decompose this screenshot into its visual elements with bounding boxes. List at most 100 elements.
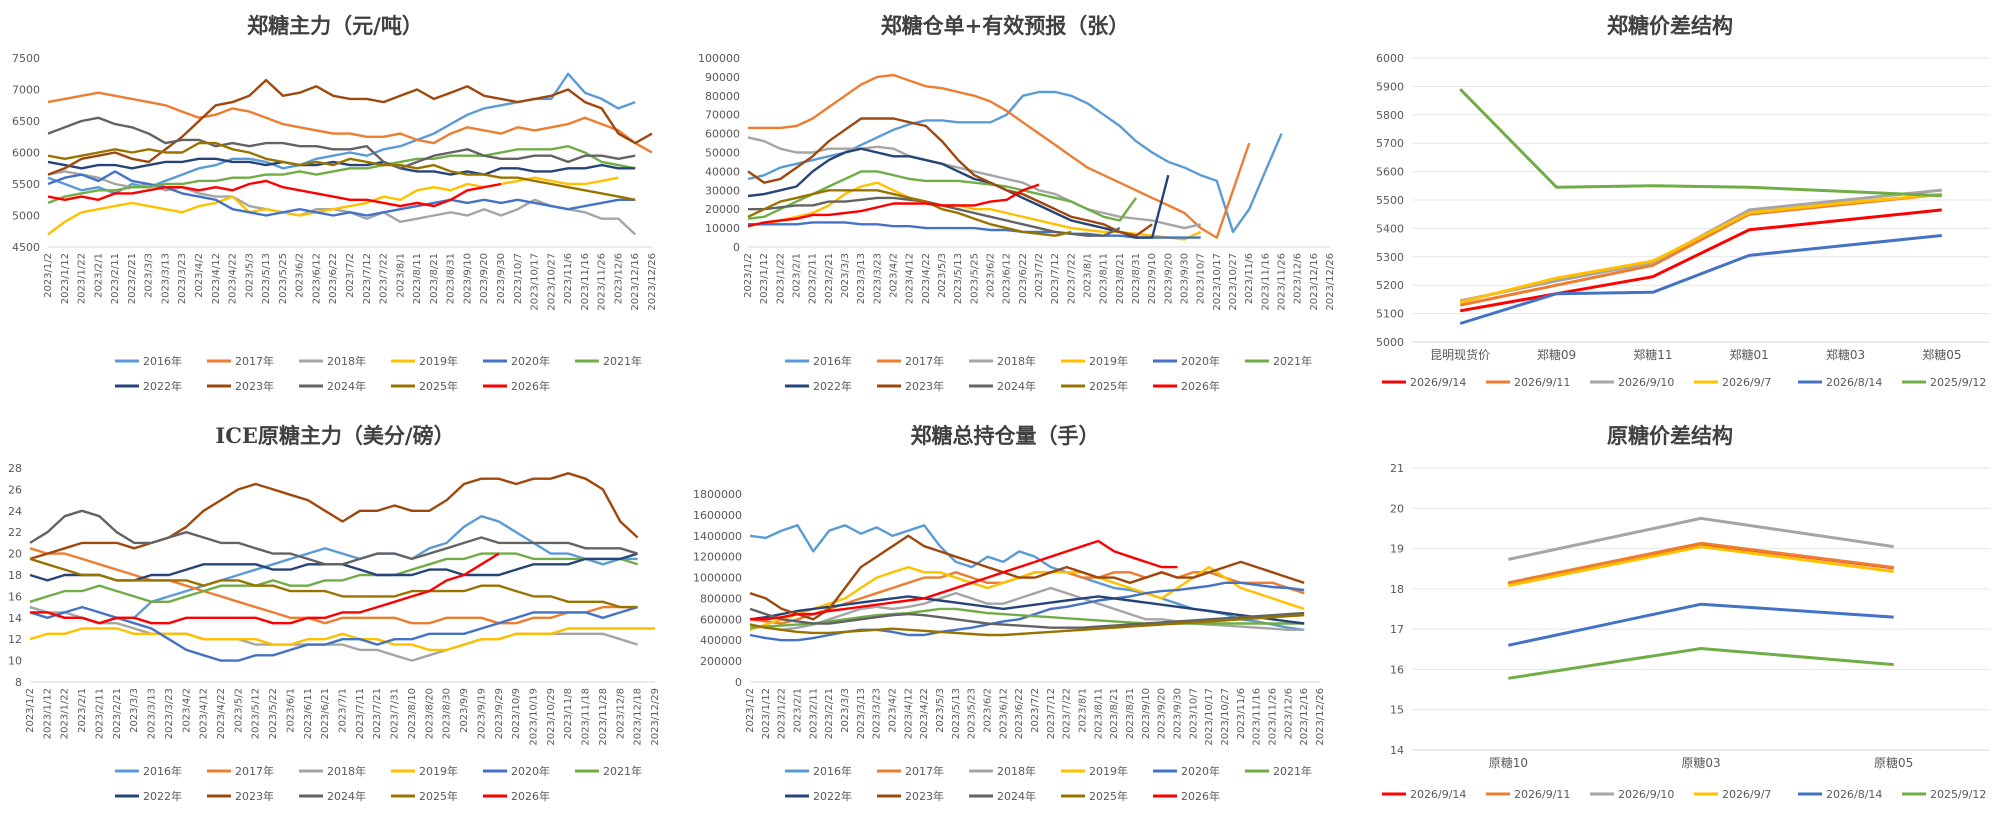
legend-label: 2024年	[997, 789, 1036, 803]
legend-label: 2026/9/14	[1410, 376, 1466, 389]
x-tick-label: 2023/5/25	[278, 253, 289, 304]
series-line	[29, 552, 638, 582]
y-tick-label: 6000	[1376, 52, 1404, 65]
x-category-label: 原糖10	[1489, 755, 1528, 770]
x-tick-label: 2023/6/2	[295, 253, 306, 298]
x-tick-label: 2023/12/26	[647, 253, 658, 311]
x-tick-label: 2023/3/3	[840, 688, 851, 733]
y-tick-label: 16	[8, 590, 22, 603]
chart-title: 原糖价差结构	[1607, 423, 1733, 448]
legend-label: 2023年	[235, 789, 274, 803]
legend-label: 2020年	[1181, 354, 1220, 368]
y-tick-label: 70000	[705, 109, 740, 122]
x-tick-label: 2023/7/12	[1046, 688, 1057, 739]
x-tick-label: 2023/8/21	[429, 253, 440, 304]
legend-label: 2019年	[419, 354, 458, 368]
y-tick-label: 20	[1390, 502, 1404, 515]
x-tick-label: 2023/2/21	[127, 253, 138, 304]
x-tick-label: 2023/2/1	[77, 688, 88, 733]
x-tick-label: 2023/10/17	[1204, 688, 1215, 746]
x-tick-label: 2023/8/11	[1093, 688, 1104, 739]
x-tick-label: 2023/5/13	[951, 688, 962, 739]
legend-label: 2018年	[997, 354, 1036, 368]
series-line	[47, 141, 636, 201]
legend-label: 2016年	[813, 764, 852, 778]
series-line	[47, 179, 502, 208]
x-tick-label: 2023/1/2	[43, 253, 54, 298]
y-tick-label: 12	[8, 633, 22, 646]
legend-label: 2021年	[603, 764, 642, 778]
x-tick-label: 2023/2/21	[824, 253, 835, 304]
x-tick-label: 2023/6/22	[1014, 688, 1025, 739]
x-tick-label: 2023/10/7	[1188, 688, 1199, 739]
legend-label: 2026年	[1181, 789, 1220, 803]
legend-label: 2026/9/14	[1410, 788, 1466, 801]
legend-label: 2026年	[1181, 379, 1220, 393]
x-tick-label: 2023/4/22	[216, 688, 227, 739]
x-tick-label: 2023/4/12	[905, 253, 916, 304]
y-tick-label: 5700	[1376, 137, 1404, 150]
series-line	[29, 472, 639, 561]
x-tick-label: 2023/4/22	[921, 253, 932, 304]
y-tick-label: 15	[1390, 704, 1404, 717]
y-tick-label: 50000	[705, 147, 740, 160]
y-tick-label: 18	[1390, 583, 1404, 596]
legend-label: 2017年	[905, 354, 944, 368]
chart-raw-sugar-spread: 原糖价差结构 14 15 16 17 18 19 20 21 原糖10 原糖03 原糖05 2026/…	[1340, 410, 2000, 819]
y-tick-label: 14	[1390, 744, 1404, 757]
x-tick-label: 2023/5/2	[233, 688, 244, 733]
x-tick-label: 2023/6/12	[311, 253, 322, 304]
legend-label: 2017年	[235, 764, 274, 778]
legend-label: 2016年	[813, 354, 852, 368]
x-tick-label: 2023/5/23	[967, 688, 978, 739]
y-tick-label: 6000	[12, 147, 40, 160]
y-tick-label: 10	[8, 655, 22, 668]
y-tick-label: 22	[8, 526, 22, 539]
x-tick-label: 2023/12/18	[633, 688, 644, 746]
x-tick-label: 2023/11/6	[1244, 253, 1255, 304]
x-tick-label: 2023/3/23	[177, 253, 188, 304]
series-line	[747, 117, 1153, 237]
legend-label: 2021年	[1273, 764, 1312, 778]
x-tick-label: 2023/11/26	[1268, 688, 1279, 746]
legend-label: 2026/8/14	[1826, 788, 1882, 801]
x-tick-label: 2023/11/26	[597, 253, 608, 311]
x-tick-label: 2023/4/2	[889, 253, 900, 298]
x-tick-label: 2023/12/6	[1283, 688, 1294, 739]
x-tick-label: 2023/5/3	[244, 253, 255, 298]
legend-label: 2026/9/10	[1618, 376, 1674, 389]
x-category-label: 郑糖11	[1633, 347, 1672, 362]
x-tick-label: 2023/11/8	[563, 688, 574, 739]
x-tick-label: 2023/1/2	[743, 253, 754, 298]
y-tick-label: 21	[1390, 462, 1404, 475]
legend-label: 2023年	[905, 379, 944, 393]
x-tick-label: 2023/4/2	[181, 688, 192, 733]
x-tick-label: 2023/8/11	[412, 253, 423, 304]
x-tick-label: 2023/8/1	[1078, 688, 1089, 733]
x-tick-label: 2023/8/1	[1083, 253, 1094, 298]
x-tick-label: 2023/7/22	[1062, 688, 1073, 739]
x-tick-label: 2023/9/20	[479, 253, 490, 304]
x-tick-label: 2023/3/3	[129, 688, 140, 733]
y-tick-label: 5500	[1376, 194, 1404, 207]
x-tick-label: 2023/8/1	[395, 253, 406, 298]
x-tick-label: 2023/2/1	[792, 253, 803, 298]
x-tick-label: 2023/8/20	[424, 688, 435, 739]
series-line	[1459, 192, 1942, 307]
x-tick-label: 2023/11/18	[581, 688, 592, 746]
x-tick-label: 2023/12/16	[630, 253, 641, 311]
series-line	[749, 565, 1305, 631]
x-tick-label: 2023/6/11	[303, 688, 314, 739]
x-tick-label: 2023/5/3	[937, 253, 948, 298]
chart-title: ICE原糖主力（美分/磅）	[215, 423, 455, 448]
x-tick-label: 2023/11/16	[1252, 688, 1263, 746]
x-tick-label: 2023/4/22	[919, 688, 930, 739]
legend-label: 2023年	[235, 379, 274, 393]
x-tick-label: 2023/2/11	[808, 253, 819, 304]
y-tick-label: 5300	[1376, 251, 1404, 264]
legend-label: 2016年	[143, 764, 182, 778]
x-tick-label: 2023/4/12	[903, 688, 914, 739]
y-tick-label: 1400000	[693, 530, 742, 543]
series-line	[29, 627, 655, 652]
series-line	[47, 170, 636, 217]
